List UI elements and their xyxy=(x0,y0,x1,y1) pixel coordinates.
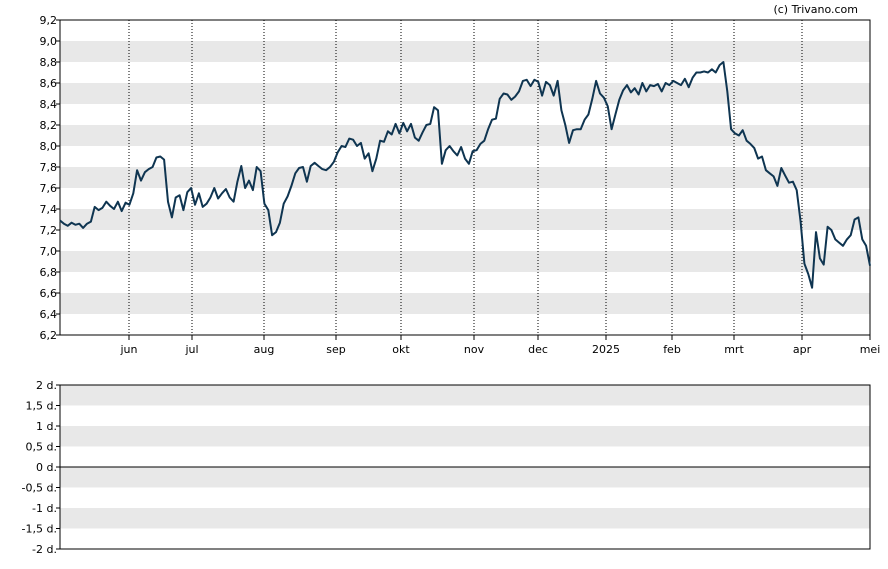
y-tick-label: 6,8 xyxy=(40,266,58,279)
lower-y-tick-label: -1,5 d. xyxy=(22,523,57,536)
lower-y-tick-label: 0 d. xyxy=(36,461,57,474)
x-tick-label: feb xyxy=(663,343,681,356)
lower-grid-band xyxy=(60,467,870,488)
x-tick-label: sep xyxy=(326,343,345,356)
lower-grid-band xyxy=(60,426,870,447)
price-panel: jun jul aug sep okt nov dec 2025 feb mrt apr mei 6,2… xyxy=(40,14,881,356)
lower-y-tick-label: -2 d. xyxy=(32,543,57,556)
y-tick-label: 7,8 xyxy=(40,161,58,174)
y-tick-label: 7,0 xyxy=(40,245,58,258)
x-tick-label: jun xyxy=(120,343,138,356)
x-tick-label: dec xyxy=(528,343,548,356)
x-tick-label: 2025 xyxy=(592,343,620,356)
price-grid-band xyxy=(60,293,870,314)
lower-y-tick-label: -0,5 d. xyxy=(22,482,57,495)
lower-y-tick-label: 1,5 d. xyxy=(26,400,57,413)
y-tick-label: 6,6 xyxy=(40,287,58,300)
y-tick-label: 6,4 xyxy=(40,308,58,321)
x-tick-label: nov xyxy=(464,343,485,356)
price-grid-band xyxy=(60,167,870,188)
volume-panel: 2 d. 1,5 d. 1 d. 0,5 d. 0 d. -0,5 d. -1 d. -1,5… xyxy=(22,379,871,556)
y-tick-label: 8,6 xyxy=(40,77,58,90)
y-tick-label: 8,0 xyxy=(40,140,58,153)
price-grid-band xyxy=(60,251,870,272)
price-grid-band xyxy=(60,41,870,62)
lower-y-tick-label: -1 d. xyxy=(32,502,57,515)
x-tick-label: mei xyxy=(860,343,881,356)
price-line xyxy=(59,61,871,289)
y-tick-label: 8,8 xyxy=(40,56,58,69)
x-tick-label: okt xyxy=(392,343,410,356)
lower-y-tick-label: 2 d. xyxy=(36,379,57,392)
price-grid-band xyxy=(60,83,870,104)
price-grid-band xyxy=(60,125,870,146)
lower-grid-band xyxy=(60,508,870,529)
price-plot-frame xyxy=(59,19,871,336)
x-tick-label: jul xyxy=(184,343,198,356)
y-tick-label: 9,2 xyxy=(40,14,58,27)
x-tick-label: apr xyxy=(793,343,812,356)
y-tick-label: 7,4 xyxy=(40,203,58,216)
y-tick-label: 6,2 xyxy=(40,329,58,342)
y-tick-label: 8,2 xyxy=(40,119,58,132)
price-grid-band xyxy=(60,209,870,230)
y-tick-label: 8,4 xyxy=(40,98,58,111)
lower-grid-band xyxy=(60,385,870,406)
copyright-label: (c) Trivano.com xyxy=(773,3,858,16)
y-tick-label: 7,6 xyxy=(40,182,58,195)
y-tick-label: 7,2 xyxy=(40,224,58,237)
y-tick-label: 9,0 xyxy=(40,35,58,48)
lower-y-tick-label: 1 d. xyxy=(36,420,57,433)
lower-y-tick-label: 0,5 d. xyxy=(26,441,57,454)
x-tick-label: aug xyxy=(254,343,275,356)
lower-plot-frame xyxy=(59,384,871,550)
x-tick-label: mrt xyxy=(724,343,744,356)
